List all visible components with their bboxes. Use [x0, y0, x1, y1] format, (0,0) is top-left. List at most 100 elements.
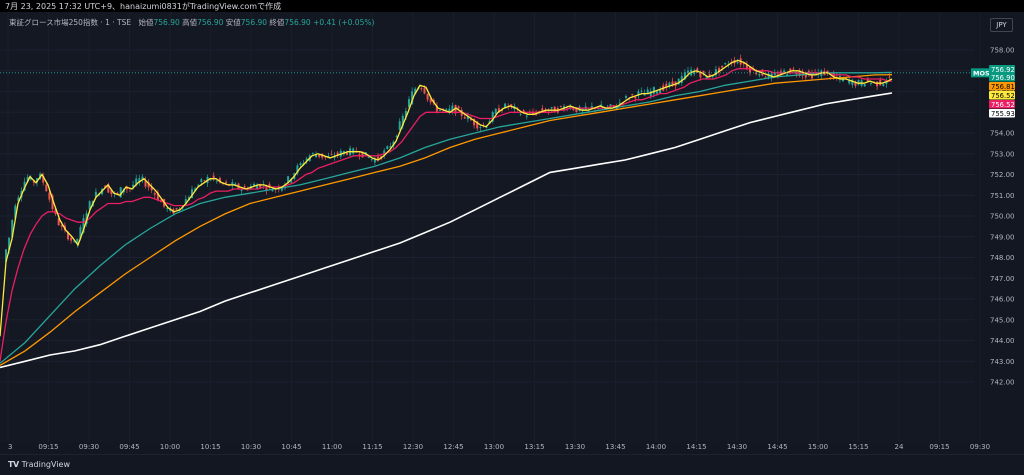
currency-button[interactable]: JPY [990, 18, 1013, 32]
candle-body [373, 159, 376, 163]
tradingview-logo[interactable]: TV TradingView [8, 460, 70, 469]
candle [848, 76, 851, 86]
candle-body [352, 148, 355, 154]
candle-body [408, 99, 410, 108]
candle [336, 150, 339, 159]
time-tick-label: 3 [8, 443, 12, 451]
price-tick-label: 752.00 [990, 171, 1015, 179]
candle-body [212, 175, 215, 179]
candle-body [299, 163, 302, 165]
candle-body [640, 90, 643, 92]
candle-body [225, 181, 228, 184]
time-tick-label: 10:30 [241, 443, 261, 451]
candle [457, 105, 460, 109]
candle [94, 188, 97, 198]
candle-body [804, 73, 807, 78]
candle-body [104, 185, 107, 188]
candle [600, 100, 603, 107]
candle-body [209, 179, 212, 181]
time-tick-label: 14:30 [727, 443, 747, 451]
candle-body [175, 208, 178, 210]
candle-body [854, 81, 857, 86]
candle-body [76, 238, 79, 244]
candle [885, 78, 888, 88]
candle [454, 104, 457, 117]
candle [370, 158, 373, 162]
plot-area[interactable] [0, 12, 975, 442]
candle-body [721, 65, 724, 68]
time-tick-label: 15:00 [808, 443, 828, 451]
candle-body [463, 117, 466, 119]
candle-body [621, 103, 624, 104]
candle [256, 183, 259, 189]
candle-body [57, 218, 60, 226]
candle-body [497, 108, 500, 113]
candle-body [256, 184, 259, 189]
candle-body [714, 69, 717, 76]
price-tick-label: 745.00 [990, 316, 1015, 324]
chart-panel[interactable]: 758.00757.00756.00755.00754.00753.00752.… [0, 12, 1024, 454]
time-tick-label: 14:45 [767, 443, 787, 451]
candle [764, 75, 767, 78]
tradingview-logo-icon: TV [8, 460, 19, 469]
price-tag: 756.52 [989, 91, 1015, 100]
price-tag-value: 756.52 [991, 92, 1015, 100]
price-tag-bg [989, 91, 1015, 100]
price-tick-label: 742.00 [990, 379, 1015, 387]
candle [758, 73, 761, 78]
candle-body [866, 78, 869, 82]
time-tick-label: 14:00 [646, 443, 666, 451]
candle-body [435, 105, 438, 112]
candle-body [110, 189, 113, 194]
candle [42, 172, 45, 186]
legend-close-value: 756.90 [284, 18, 311, 27]
candle-body [200, 179, 203, 182]
candle-body [398, 121, 401, 130]
candle [318, 154, 321, 159]
candle-body [659, 89, 662, 93]
candle [147, 179, 150, 191]
candle-body [569, 106, 572, 108]
candle-body [420, 88, 423, 90]
candle-body [42, 175, 45, 183]
time-tick-label: 11:00 [322, 443, 342, 451]
ma-teal-line [0, 71, 893, 364]
candle-body [191, 189, 193, 198]
candle-body [466, 115, 469, 120]
candle [547, 108, 550, 115]
candle-body [259, 184, 262, 188]
candle-body [572, 109, 575, 111]
candle [677, 78, 680, 85]
candle-body [330, 153, 333, 155]
candle [559, 105, 562, 108]
price-tag-bg [989, 65, 1015, 74]
ma-pink-line [0, 68, 892, 362]
candle-body [559, 105, 562, 107]
legend-high-label: 高値 [182, 18, 198, 27]
candle-body [631, 94, 634, 96]
candle [569, 104, 572, 111]
candle-body [268, 184, 271, 187]
price-tick-label: 744.00 [990, 337, 1015, 345]
candle-body [324, 156, 327, 158]
price-tick-label: 746.00 [990, 296, 1015, 304]
price-chart[interactable]: 758.00757.00756.00755.00754.00753.00752.… [0, 12, 1024, 454]
candle-body [135, 178, 138, 185]
candle-body [401, 115, 404, 126]
candle [491, 110, 494, 124]
candle-body [745, 64, 748, 70]
candle-body [516, 107, 519, 109]
time-tick-label: 09:30 [79, 443, 99, 451]
price-tick-label: 754.00 [990, 130, 1015, 138]
candle-body [863, 84, 866, 87]
candle-body [194, 188, 197, 191]
candle-body [842, 78, 844, 82]
price-tag-value: 756.90 [991, 74, 1015, 82]
candle-body [11, 220, 14, 237]
time-tick-label: 09:30 [970, 443, 990, 451]
candle [166, 207, 169, 212]
candle-body [693, 70, 696, 74]
candle-body [575, 107, 578, 112]
candle-body [287, 176, 290, 183]
candle-body [29, 177, 32, 180]
